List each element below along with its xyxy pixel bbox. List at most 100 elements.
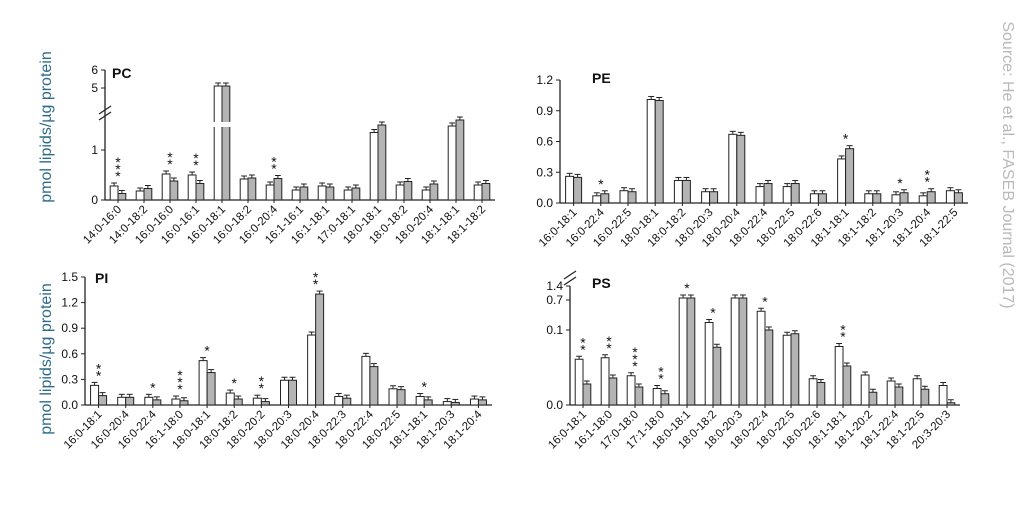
- bar-series-2: [953, 192, 963, 204]
- bar-series-2: [872, 193, 882, 204]
- bar-series-2: [600, 193, 610, 204]
- bar-series-2: [450, 401, 460, 406]
- significance-marker: *: [580, 341, 586, 357]
- bar-series-1: [945, 190, 955, 204]
- panel-pe: PE0.00.30.60.91.216:0-18:1*16:0-22:416:0…: [536, 70, 968, 249]
- significance-marker: *: [271, 161, 277, 177]
- significance-marker: *: [177, 367, 183, 383]
- bar-series-2: [403, 181, 413, 201]
- bar-series-2: [608, 377, 618, 406]
- significance-marker: *: [632, 351, 638, 367]
- y-tick-label: 0.9: [61, 321, 78, 335]
- bar-series-2: [221, 85, 231, 201]
- significance-marker: *: [96, 367, 102, 383]
- bar-series-1: [678, 297, 688, 406]
- bar-series-2: [179, 400, 189, 406]
- bar-series-1: [187, 174, 197, 201]
- axis-break-mark: [98, 111, 112, 121]
- bar-series-1: [252, 397, 262, 406]
- bar-series-1: [886, 380, 896, 406]
- bar-series-2: [920, 388, 930, 406]
- y-tick-label: 0.0: [536, 196, 553, 210]
- bar-series-1: [728, 133, 738, 204]
- y-axis-label-top: pmol lipids/µg protein: [38, 51, 55, 203]
- y-tick-label: 0.6: [61, 347, 78, 361]
- bar-series-2: [790, 333, 800, 406]
- panel-title: PS: [592, 275, 611, 291]
- bar-series-1: [701, 191, 711, 204]
- bar-series-1: [415, 395, 425, 406]
- significance-marker: *: [840, 329, 846, 345]
- bar-series-1: [782, 186, 792, 204]
- bar-series-1: [619, 190, 629, 204]
- panel-ps: PS0.00.10.71.4**16:0-18:1**16:1-18:0***1…: [546, 270, 960, 451]
- significance-marker: *: [271, 154, 277, 170]
- bar-series-2: [845, 148, 855, 204]
- significance-marker: *: [115, 161, 121, 177]
- bar-series-1: [447, 125, 457, 201]
- y-tick-label: 1.2: [536, 73, 553, 87]
- bar-series-1: [837, 158, 847, 204]
- significance-marker: *: [193, 150, 199, 166]
- y-tick-label: 0: [91, 193, 98, 207]
- bar-series-1: [388, 388, 398, 406]
- significance-marker: *: [167, 156, 173, 172]
- bar-series-1: [473, 184, 483, 201]
- bar-series-2: [247, 177, 257, 201]
- bar-series-1: [213, 85, 223, 201]
- bar-series-2: [582, 383, 592, 406]
- y-tick-label: 0.3: [61, 372, 78, 386]
- y-tick-label: 6: [91, 63, 98, 77]
- significance-marker: *: [177, 381, 183, 397]
- significance-marker: *: [313, 276, 319, 292]
- significance-marker: *: [598, 176, 604, 192]
- bar-series-2: [98, 395, 108, 406]
- bar-series-1: [730, 297, 740, 406]
- bar-series-1: [225, 392, 235, 406]
- bar-series-2: [627, 191, 637, 204]
- bar-series-2: [764, 329, 774, 406]
- y-tick-label: 0.0: [546, 398, 563, 412]
- bar-series-2: [686, 297, 696, 406]
- bar-break-gap: [678, 287, 688, 292]
- significance-marker: *: [167, 149, 173, 165]
- bar-series-1: [135, 190, 145, 201]
- bar-series-1: [592, 195, 602, 204]
- significance-marker: *: [177, 374, 183, 390]
- bar-series-2: [342, 397, 352, 406]
- bar-series-1: [239, 178, 249, 201]
- bar-break-gap: [738, 287, 748, 292]
- y-tick-label: 0.1: [546, 323, 563, 337]
- bar-break-gap: [221, 122, 231, 127]
- bar-series-2: [868, 391, 878, 406]
- significance-marker: *: [632, 358, 638, 374]
- bar-series-2: [738, 297, 748, 406]
- panel-pc: PC0156***14:0-16:014:0-18:2**16:0-16:0**…: [81, 63, 495, 246]
- y-tick-label: 1.2: [61, 296, 78, 310]
- bar-series-1: [646, 98, 656, 204]
- bar-series-2: [481, 183, 491, 201]
- bar-series-1: [395, 184, 405, 201]
- y-tick-label: 0.0: [61, 398, 78, 412]
- bar-series-1: [109, 185, 119, 201]
- significance-marker: *: [259, 373, 265, 389]
- bar-series-2: [396, 389, 406, 406]
- bar-series-1: [782, 334, 792, 406]
- bar-series-1: [469, 398, 479, 406]
- y-tick-label: 1.4: [546, 279, 563, 293]
- y-tick-label: 0.6: [536, 135, 553, 149]
- bar-series-2: [233, 398, 243, 406]
- bar-series-2: [817, 193, 827, 204]
- bar-series-2: [273, 178, 283, 201]
- significance-marker: *: [606, 333, 612, 349]
- panel-title: PC: [112, 65, 131, 81]
- bar-series-2: [429, 183, 439, 201]
- y-tick-label: 0.9: [536, 104, 553, 118]
- significance-marker: *: [843, 131, 849, 147]
- bar-series-1: [280, 379, 289, 406]
- bar-series-2: [573, 176, 583, 204]
- bar-series-1: [673, 179, 683, 204]
- panel-title: PE: [592, 70, 611, 86]
- bar-series-1: [565, 175, 575, 204]
